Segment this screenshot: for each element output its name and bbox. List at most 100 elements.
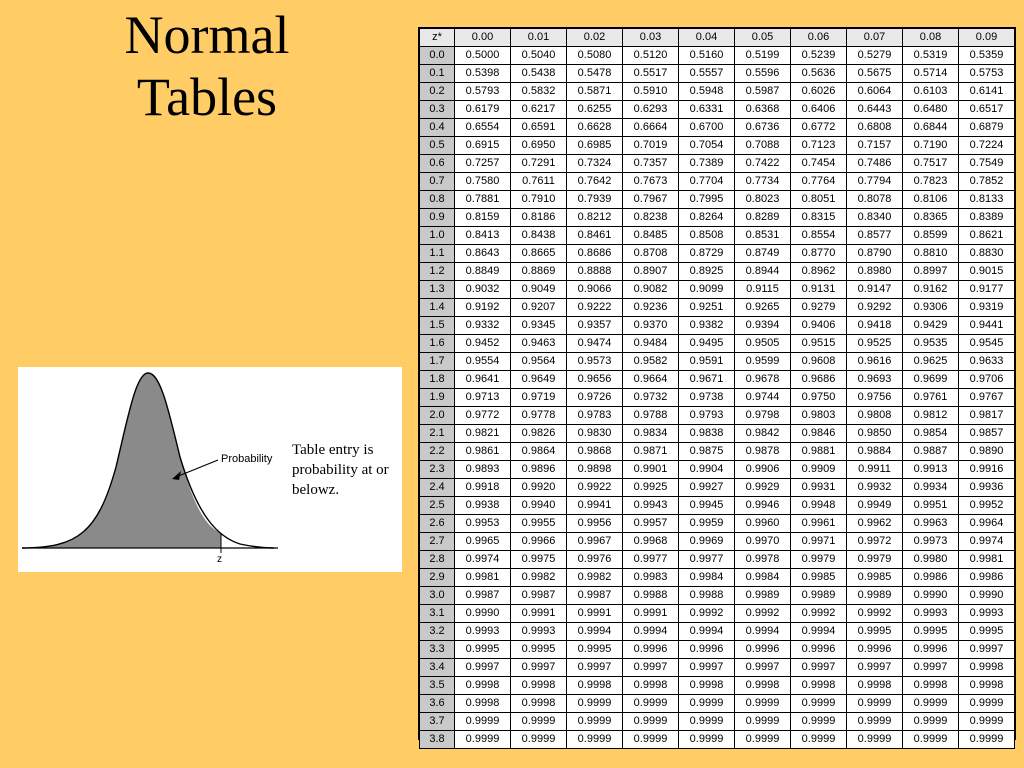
table-row: 3.2 0.9993 0.9993 0.9994 0.9994 0.9994 0.9994 0…	[419, 622, 1015, 641]
column-header: 0.03	[622, 28, 679, 47]
table-cell: 0.9678	[734, 370, 791, 389]
table-cell: 0.9207	[510, 298, 567, 317]
table-cell: 0.9599	[734, 352, 791, 371]
column-header: 0.02	[566, 28, 623, 47]
table-cell: 0.9997	[678, 658, 735, 677]
table-cell: 0.8508	[678, 226, 735, 245]
table-cell: 0.8212	[566, 208, 623, 227]
table-cell: 0.9991	[622, 604, 679, 623]
table-cell: 0.9927	[678, 478, 735, 497]
table-cell: 0.9817	[958, 406, 1015, 425]
row-header-z: 2.5	[419, 496, 455, 515]
table-cell: 0.5636	[790, 64, 847, 83]
table-cell: 0.8997	[902, 262, 959, 281]
table-cell: 0.9998	[566, 676, 623, 695]
row-header-z: 0.9	[419, 208, 455, 227]
table-cell: 0.9999	[622, 712, 679, 731]
table-cell: 0.9370	[622, 316, 679, 335]
table-cell: 0.9977	[678, 550, 735, 569]
table-cell: 0.8770	[790, 244, 847, 263]
table-cell: 0.7611	[510, 172, 567, 191]
table-cell: 0.9999	[958, 712, 1015, 731]
table-cell: 0.9976	[566, 550, 623, 569]
row-header-z: 1.9	[419, 388, 455, 407]
table-cell: 0.5910	[622, 82, 679, 101]
table-row: 3.7 0.9999 0.9999 0.9999 0.9999 0.9999 0.9999 0…	[419, 712, 1015, 731]
table-cell: 0.9959	[678, 514, 735, 533]
table-cell: 0.9999	[678, 694, 735, 713]
table-cell: 0.9573	[566, 352, 623, 371]
column-header: 0.00	[454, 28, 511, 47]
table-row: 3.0 0.9987 0.9987 0.9987 0.9988 0.9988 0.9989 0…	[419, 586, 1015, 605]
table-cell: 0.9999	[790, 694, 847, 713]
table-cell: 0.9441	[958, 316, 1015, 335]
table-cell: 0.9998	[454, 676, 511, 695]
table-cell: 0.9993	[454, 622, 511, 641]
table-row: 0.8 0.7881 0.7910 0.7939 0.7967 0.7995 0.8023 0…	[419, 190, 1015, 209]
table-cell: 0.8289	[734, 208, 791, 227]
row-header-z: 3.4	[419, 658, 455, 677]
table-cell: 0.7324	[566, 154, 623, 173]
z-table: z* 0.00 0.01 0.02 0.03 0.04 0.05 0.06 0.07 0.08 0…	[419, 28, 1015, 749]
table-row: 0.6 0.7257 0.7291 0.7324 0.7357 0.7389 0.7422 0…	[419, 154, 1015, 173]
table-cell: 0.5753	[958, 64, 1015, 83]
table-cell: 0.9999	[958, 694, 1015, 713]
table-cell: 0.9965	[454, 532, 511, 551]
table-cell: 0.9994	[734, 622, 791, 641]
table-row: 1.4 0.9192 0.9207 0.9222 0.9236 0.9251 0.9265 0…	[419, 298, 1015, 317]
table-row: 2.4 0.9918 0.9920 0.9922 0.9925 0.9927 0.9929 0…	[419, 478, 1015, 497]
table-cell: 0.6443	[846, 100, 903, 119]
table-cell: 0.9893	[454, 460, 511, 479]
row-header-z: 1.1	[419, 244, 455, 263]
table-cell: 0.9996	[622, 640, 679, 659]
table-cell: 0.9279	[790, 298, 847, 317]
table-cell: 0.8643	[454, 244, 511, 263]
table-cell: 0.6808	[846, 118, 903, 137]
table-cell: 0.5000	[454, 46, 511, 65]
table-cell: 0.5714	[902, 64, 959, 83]
table-cell: 0.9147	[846, 280, 903, 299]
normal-table: z* 0.00 0.01 0.02 0.03 0.04 0.05 0.06 0.07 0.08 0…	[418, 27, 1016, 749]
table-cell: 0.9693	[846, 370, 903, 389]
row-header-z: 3.1	[419, 604, 455, 623]
table-cell: 0.8944	[734, 262, 791, 281]
row-header-z: 3.2	[419, 622, 455, 641]
table-cell: 0.9884	[846, 442, 903, 461]
table-cell: 0.6255	[566, 100, 623, 119]
table-cell: 0.8023	[734, 190, 791, 209]
table-cell: 0.9265	[734, 298, 791, 317]
corner-header: z*	[419, 28, 455, 47]
table-row: 1.5 0.9332 0.9345 0.9357 0.9370 0.9382 0.9394 0…	[419, 316, 1015, 335]
table-cell: 0.9960	[734, 514, 791, 533]
table-cell: 0.5279	[846, 46, 903, 65]
table-cell: 0.8810	[902, 244, 959, 263]
table-cell: 0.5438	[510, 64, 567, 83]
row-header-z: 1.8	[419, 370, 455, 389]
table-cell: 0.9788	[622, 406, 679, 425]
row-header-z: 2.0	[419, 406, 455, 425]
table-cell: 0.9966	[510, 532, 567, 551]
table-row: 0.7 0.7580 0.7611 0.7642 0.7673 0.7704 0.7734 0…	[419, 172, 1015, 191]
row-header-z: 3.3	[419, 640, 455, 659]
column-header: 0.04	[678, 28, 735, 47]
row-header-z: 0.2	[419, 82, 455, 101]
table-cell: 0.9999	[734, 712, 791, 731]
table-body: 0.0 0.5000 0.5040 0.5080 0.5120 0.5160 0.5199 0…	[419, 46, 1015, 749]
table-cell: 0.9988	[622, 586, 679, 605]
table-cell: 0.9999	[454, 712, 511, 731]
table-row: 1.2 0.8849 0.8869 0.8888 0.8907 0.8925 0.8944 0…	[419, 262, 1015, 281]
table-cell: 0.9998	[902, 676, 959, 695]
table-cell: 0.9990	[902, 586, 959, 605]
table-cell: 0.9756	[846, 388, 903, 407]
table-cell: 0.9978	[734, 550, 791, 569]
table-cell: 0.7123	[790, 136, 847, 155]
row-header-z: 3.0	[419, 586, 455, 605]
table-cell: 0.9997	[958, 640, 1015, 659]
table-cell: 0.9564	[510, 352, 567, 371]
table-row: 0.1 0.5398 0.5438 0.5478 0.5517 0.5557 0.5596 0…	[419, 64, 1015, 83]
table-cell: 0.9999	[902, 730, 959, 749]
table-cell: 0.9998	[846, 676, 903, 695]
table-cell: 0.5478	[566, 64, 623, 83]
page-title: Normal Tables	[62, 4, 352, 128]
table-cell: 0.9997	[566, 658, 623, 677]
